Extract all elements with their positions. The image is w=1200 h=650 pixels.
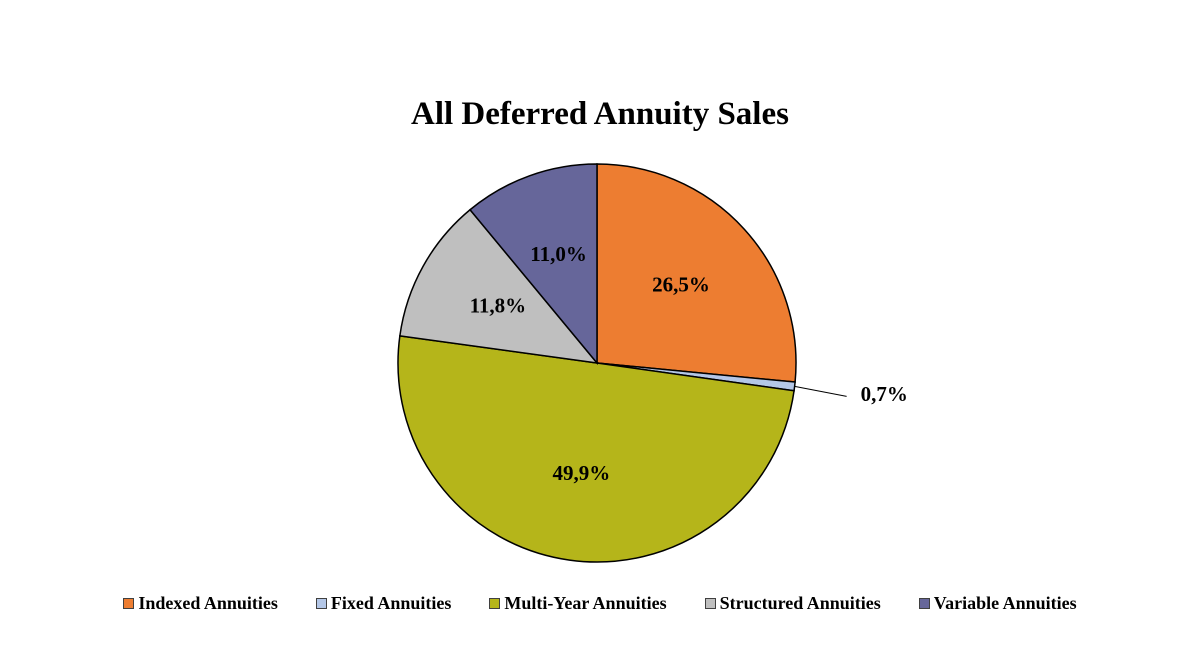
legend-swatch [918,598,930,609]
pie-slice-indexed-annuities [596,163,797,383]
legend-item-fixed-annuities: Fixed Annuities [315,593,452,614]
pie-slice-multi-year-annuities [397,335,795,563]
slice-label-structured-annuities: 11,8% [470,294,527,318]
legend-item-variable-annuities: Variable Annuities [918,593,1077,614]
slice-label-indexed-annuities: 26,5% [652,273,710,297]
legend-swatch [123,598,135,609]
slice-label-fixed-annuities: 0,7% [861,382,908,406]
legend-label: Multi-Year Annuities [504,593,667,613]
legend-swatch [315,598,327,609]
pie-slice-variable-annuities [468,163,598,366]
legend-swatch [489,598,501,609]
pie-slice-structured-annuities [399,208,599,365]
legend-item-structured-annuities: Structured Annuities [704,593,881,614]
chart-title: All Deferred Annuity Sales [411,96,789,132]
slice-label-multi-year-annuities: 49,9% [552,461,610,485]
legend-label: Fixed Annuities [330,593,452,613]
legend-label: Variable Annuities [933,593,1077,613]
legend: Indexed Annuities Fixed Annuities Multi-Ye… [0,593,1200,614]
legend-label: Indexed Annuities [138,593,278,613]
legend-item-indexed-annuities: Indexed Annuities [123,593,278,614]
legend-item-multi-year-annuities: Multi-Year Annuities [489,593,667,614]
leader-line-fixed-annuities [794,385,847,397]
slice-label-variable-annuities: 11,0% [530,242,587,266]
legend-label: Structured Annuities [719,593,881,613]
legend-swatch [704,598,716,609]
